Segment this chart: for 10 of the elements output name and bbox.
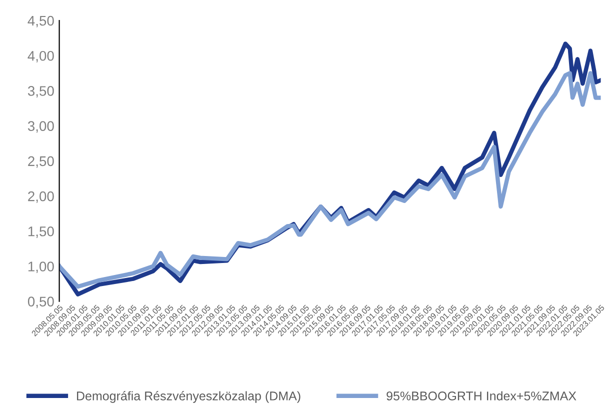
y-tick-label: 2,00 <box>28 191 54 203</box>
legend-label: 95%BBOOGRTH Index+5%ZMAX <box>386 391 576 400</box>
y-tick-label: 3,00 <box>28 121 54 133</box>
y-tick-label: 2,50 <box>28 156 54 168</box>
y-tick-label: 4,50 <box>28 16 54 28</box>
y-tick-label: 1,50 <box>28 226 54 238</box>
y-tick-label: 1,00 <box>28 262 54 274</box>
y-tick-label: 3,50 <box>28 86 54 98</box>
y-tick-label: 4,00 <box>28 50 54 62</box>
legend-label: Demográfia Részvényeszközalap (DMA) <box>77 391 300 403</box>
